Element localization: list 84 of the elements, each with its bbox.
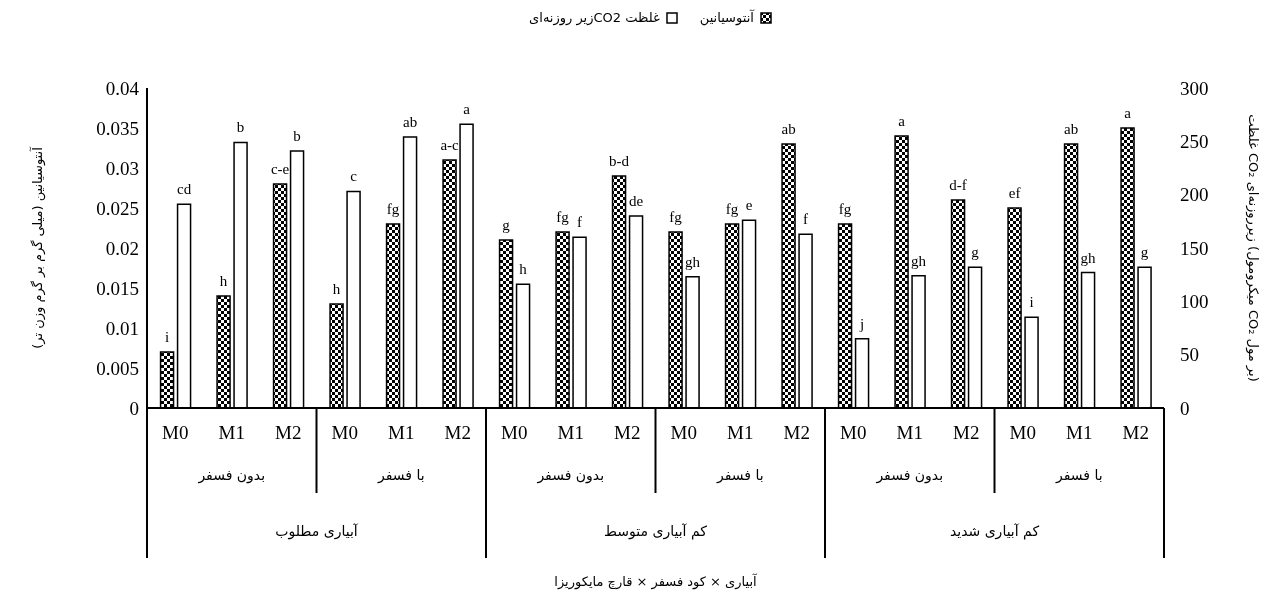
data-label: fg [838,201,852,217]
data-label: j [858,315,865,332]
y-tick-label: 0.04 [105,77,140,99]
y2-tick-label: 100 [1180,291,1209,313]
x-tick-label: M1 [896,422,923,444]
x-tick-label: M1 [557,422,584,444]
text: کم آبیاری شدید [949,523,1040,540]
y2-axis-title: غلظت CO₂ زیرروزنه‌ای (میکرومول CO₂ بر مول) [1245,114,1262,382]
y-tick-label: 0.025 [96,197,139,219]
y2-tick-label: 50 [1180,344,1199,366]
data-label: gh [685,253,701,270]
x-tick-label: M1 [388,422,415,444]
data-label: fg [669,209,683,225]
data-label: b-d [609,153,630,169]
text: بدون فسفر [536,467,605,484]
text: بدون فسفر [875,467,944,484]
data-label: fg [725,201,739,217]
x-tick-label: M0 [501,422,528,444]
x-tick-label: M0 [1009,422,1036,444]
data-label: gh [1080,249,1097,266]
text: آبیاری × کود فسفر × قارچ مایکوریزا [554,573,759,590]
x-tick-label: M0 [162,422,189,444]
y-tick-label: 0.02 [105,237,139,259]
data-label: b [236,119,245,136]
text: کم آبیاری متوسط [604,523,708,540]
x-tick-label: M0 [331,422,358,444]
data-label: g [971,244,980,261]
data-label: a-c [440,137,460,153]
data-label: d-f [949,177,967,193]
data-label: g [1140,244,1149,261]
data-label: h [332,281,341,297]
data-label: a [463,101,471,118]
x-tick-label: M2 [275,422,302,444]
text: با فسفر [1054,467,1103,484]
y2-tick-label: 250 [1180,131,1209,153]
text: بدون فسفر [197,467,266,484]
data-label: i [164,329,170,345]
data-label: ab [402,114,418,131]
legend-label: غلظت CO2زیر روزنه‌ای [529,10,660,25]
y-tick-label: 0.01 [105,317,139,339]
data-label: e [745,197,753,214]
x-tick-label: M2 [614,422,641,444]
legend-label: آنتوسیانین [699,10,754,25]
data-label: g [502,217,511,233]
data-label: ab [781,121,796,137]
data-label: de [628,193,644,209]
data-label: fg [556,209,570,225]
data-label: ab [1063,121,1079,137]
y2-tick-label: 0 [1180,397,1190,419]
data-label: a [898,113,906,129]
data-label: gh [911,252,927,269]
x-tick-label: M2 [444,422,471,444]
y2-tick-label: 200 [1180,184,1209,206]
x-tick-label: M0 [670,422,697,444]
x-tick-label: M1 [1066,422,1093,444]
x-tick-label: M2 [953,422,980,444]
x-tick-label: M2 [1122,422,1149,444]
x-tick-label: M2 [783,422,810,444]
data-label: c-e [270,161,290,177]
x-tick-label: M1 [218,422,245,444]
data-label: cd [176,181,192,198]
data-label: b [293,127,301,144]
x-tick-label: M1 [727,422,754,444]
y-tick-label: 0.005 [96,357,139,379]
y2-tick-label: 300 [1180,77,1209,99]
text: با فسفر [376,467,425,484]
data-label: f [803,211,809,228]
x-tick-label: M0 [840,422,867,444]
y-tick-label: 0.03 [105,157,139,179]
data-label: f [577,214,583,231]
data-label: i [1029,294,1034,311]
data-label: fg [386,201,400,217]
data-label: c [350,168,358,185]
y-axis-title: آنتوسیانین (میلی گرم بر گرم وزن تر) [28,145,46,349]
y-tick-label: 0.035 [96,117,139,139]
text: با فسفر [715,467,764,484]
y-tick-label: 0.015 [96,277,139,299]
data-label: h [219,273,228,289]
data-label: h [519,261,528,278]
data-label: ef [1008,185,1021,201]
y-tick-label: 0 [129,397,139,419]
text: آبیاری مطلوب [275,523,359,540]
y2-tick-label: 150 [1180,237,1209,259]
data-label: a [1124,105,1132,121]
